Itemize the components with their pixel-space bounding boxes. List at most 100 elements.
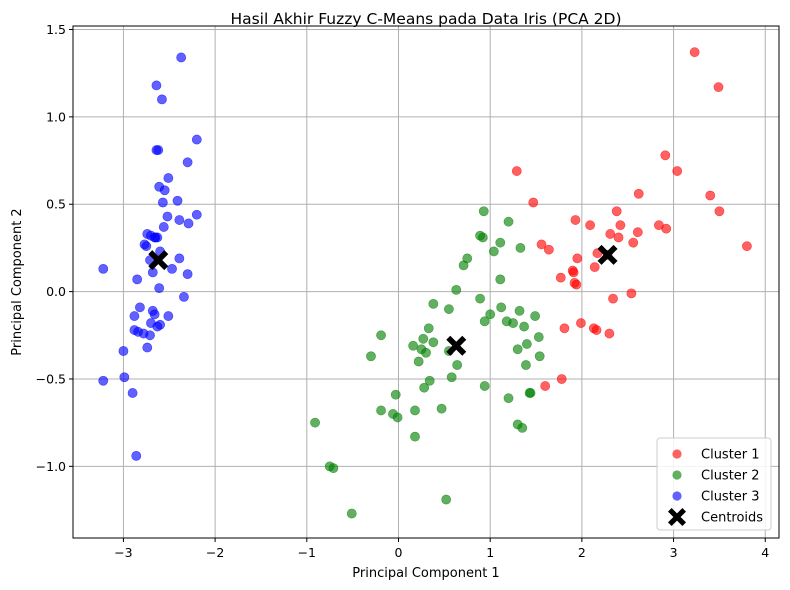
cluster-2-point <box>530 311 541 321</box>
cluster-2-point <box>376 405 386 416</box>
cluster-3-point <box>176 52 187 63</box>
cluster-1-point <box>559 323 570 334</box>
cluster-2-point <box>444 304 454 314</box>
cluster-2-point <box>424 375 435 386</box>
cluster-1-point <box>556 374 567 384</box>
legend-label: Cluster 3 <box>701 490 760 505</box>
cluster-1-point <box>540 381 551 391</box>
cluster-1-point <box>632 227 643 238</box>
cluster-1-point <box>661 223 672 234</box>
cluster-3-point <box>153 145 164 155</box>
x-axis-ticks: −3 −2 −1 0 1 2 3 4 <box>114 538 769 560</box>
cluster-1-point <box>689 47 700 58</box>
x-tick-label: 2 <box>578 545 586 560</box>
y-tick-label: 0.5 <box>46 197 66 212</box>
cluster-3-point <box>191 134 202 145</box>
cluster-3-point <box>131 450 142 461</box>
cluster-2-point <box>533 332 544 342</box>
cluster-1-point <box>572 253 583 264</box>
cluster-2-point <box>410 405 420 416</box>
cluster-2-point <box>390 389 401 400</box>
cluster-3-point <box>182 269 193 280</box>
cluster-3-point <box>157 197 168 208</box>
cluster-2-point <box>485 309 496 320</box>
centroid-marker <box>597 244 618 265</box>
cluster-3-point <box>119 372 130 383</box>
cluster-3-point <box>183 218 194 229</box>
grid <box>73 26 779 538</box>
cluster-2-point <box>451 284 462 295</box>
cluster-2-point <box>508 318 518 328</box>
cluster-1-point <box>633 188 644 199</box>
cluster-1-point <box>585 220 596 231</box>
cluster-1-point <box>571 279 582 290</box>
cluster-3-point <box>172 195 183 206</box>
cluster-3-point <box>163 173 174 183</box>
plot-frame <box>72 25 780 539</box>
cluster-2-point <box>503 393 514 404</box>
legend-marker <box>672 470 682 480</box>
cluster-2-point <box>488 246 499 257</box>
cluster-3-point <box>149 309 160 320</box>
cluster-1-point <box>611 206 622 217</box>
cluster-1-point <box>604 328 615 339</box>
cluster-3-point <box>179 291 189 302</box>
cluster-3-point <box>191 209 202 220</box>
cluster-3-point <box>98 263 109 274</box>
cluster-1-point <box>511 166 522 176</box>
cluster-3-point <box>118 346 129 356</box>
legend-box <box>656 437 772 531</box>
cluster-1-point <box>568 267 579 278</box>
cluster-2-point <box>475 293 485 304</box>
cluster-3-point <box>129 325 140 335</box>
cluster-3-point <box>145 330 155 341</box>
cluster-2-point <box>477 232 488 243</box>
cluster-1-point <box>605 229 616 239</box>
x-tick-label: −2 <box>206 545 224 560</box>
x-tick-label: 0 <box>395 545 403 560</box>
cluster-2-point <box>517 423 528 433</box>
cluster-3-point <box>182 157 193 168</box>
cluster-1-point <box>555 272 566 283</box>
cluster-1-point <box>589 262 600 273</box>
cluster-2-point <box>479 381 490 391</box>
cluster-1-point <box>705 190 716 201</box>
cluster-2-point <box>346 508 357 519</box>
y-tick-label: 0.0 <box>46 284 66 299</box>
centroid-markers <box>148 244 618 356</box>
cluster-2-point <box>452 360 463 370</box>
y-tick-label: 1.5 <box>46 22 66 37</box>
cluster-2-point <box>515 243 526 253</box>
cluster-2-point <box>421 347 431 358</box>
centroid-marker <box>148 250 169 271</box>
cluster-2-point <box>328 463 339 473</box>
cluster-2-point <box>413 356 424 367</box>
cluster-2-point <box>418 333 429 344</box>
cluster-2-point <box>534 351 545 362</box>
cluster-2-point <box>521 360 531 370</box>
cluster-1-point <box>608 293 618 304</box>
cluster-3-point <box>142 342 153 353</box>
cluster-2-point <box>525 388 536 398</box>
cluster-1-point <box>543 244 554 255</box>
cluster-1-point <box>713 82 724 93</box>
cluster-1-point <box>626 288 637 299</box>
cluster-2-point <box>512 344 523 355</box>
cluster-3-point <box>141 241 152 252</box>
cluster-2-point <box>436 403 447 414</box>
y-axis-ticks: −1.0 −0.5 0.0 0.5 1.0 1.5 <box>36 22 73 474</box>
cluster-3-point <box>98 375 109 386</box>
cluster-3-point <box>152 321 163 332</box>
cluster-1-point <box>672 166 683 176</box>
cluster-2-point <box>376 330 386 341</box>
cluster-2-point <box>410 431 420 442</box>
cluster-1-point <box>591 325 602 335</box>
legend: Cluster 1 Cluster 2 Cluster 3 Centroids <box>656 437 772 531</box>
legend-label: Cluster 1 <box>701 448 760 463</box>
cluster-3-point <box>162 211 173 222</box>
cluster-2-point <box>519 321 530 332</box>
cluster-2-point <box>392 412 403 423</box>
cluster-1-point <box>628 237 639 248</box>
cluster-2-point <box>521 339 532 349</box>
